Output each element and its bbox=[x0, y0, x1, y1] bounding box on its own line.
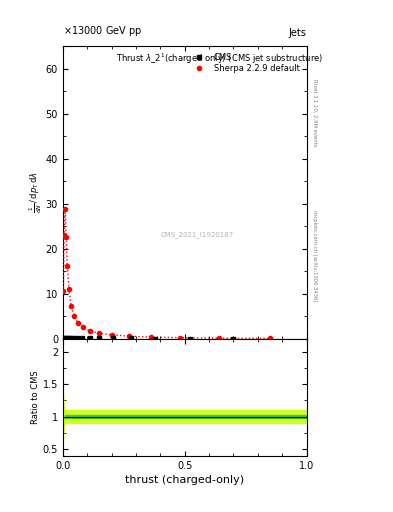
Sherpa 2.2.9 default bbox=[69, 303, 73, 309]
Sherpa 2.2.9 default bbox=[268, 335, 272, 342]
CMS bbox=[62, 335, 66, 341]
Text: Jets: Jets bbox=[289, 28, 307, 38]
Sherpa 2.2.9 default bbox=[67, 286, 72, 292]
Sherpa 2.2.9 default bbox=[148, 334, 153, 340]
Sherpa 2.2.9 default bbox=[64, 234, 68, 241]
CMS bbox=[87, 335, 92, 342]
CMS bbox=[75, 335, 79, 342]
Sherpa 2.2.9 default bbox=[81, 324, 85, 330]
X-axis label: thrust (charged-only): thrust (charged-only) bbox=[125, 475, 244, 485]
CMS bbox=[110, 335, 115, 342]
Sherpa 2.2.9 default bbox=[63, 206, 68, 212]
Text: mcplots.cern.ch [arXiv:1306.3436]: mcplots.cern.ch [arXiv:1306.3436] bbox=[312, 210, 318, 302]
Text: CMS_2021_I1920187: CMS_2021_I1920187 bbox=[160, 231, 233, 238]
Sherpa 2.2.9 default bbox=[75, 320, 80, 326]
Legend: CMS, Sherpa 2.2.9 default: CMS, Sherpa 2.2.9 default bbox=[188, 50, 302, 76]
CMS bbox=[71, 335, 75, 342]
Y-axis label: Ratio to CMS: Ratio to CMS bbox=[31, 370, 40, 424]
CMS bbox=[65, 335, 70, 341]
CMS bbox=[187, 335, 192, 342]
CMS bbox=[129, 335, 134, 342]
Sherpa 2.2.9 default bbox=[72, 313, 77, 319]
Sherpa 2.2.9 default bbox=[217, 335, 221, 341]
Sherpa 2.2.9 default bbox=[178, 334, 182, 340]
Text: $\times$13000 GeV pp: $\times$13000 GeV pp bbox=[63, 25, 142, 38]
Line: CMS: CMS bbox=[62, 336, 235, 340]
CMS bbox=[231, 335, 236, 342]
Sherpa 2.2.9 default bbox=[62, 232, 66, 238]
Sherpa 2.2.9 default bbox=[61, 288, 66, 294]
CMS bbox=[63, 335, 68, 341]
Text: Rivet 3.1.10, 2.9M events: Rivet 3.1.10, 2.9M events bbox=[312, 79, 318, 146]
Line: Sherpa 2.2.9 default: Sherpa 2.2.9 default bbox=[61, 207, 272, 340]
CMS bbox=[80, 335, 85, 342]
Sherpa 2.2.9 default bbox=[88, 328, 92, 334]
Sherpa 2.2.9 default bbox=[65, 263, 70, 269]
CMS bbox=[68, 335, 73, 341]
Sherpa 2.2.9 default bbox=[126, 333, 131, 339]
Sherpa 2.2.9 default bbox=[97, 330, 102, 336]
CMS bbox=[153, 335, 158, 342]
Text: Thrust $\lambda\_2^1$(charged only) (CMS jet substructure): Thrust $\lambda\_2^1$(charged only) (CMS… bbox=[116, 52, 324, 67]
Y-axis label: $\frac{1}{\mathrm{d}N}\,/\,\mathrm{d}p_{\mathrm{T}}\,\mathrm{d}\lambda$: $\frac{1}{\mathrm{d}N}\,/\,\mathrm{d}p_{… bbox=[28, 172, 44, 214]
CMS bbox=[97, 335, 102, 342]
Sherpa 2.2.9 default bbox=[109, 332, 114, 338]
